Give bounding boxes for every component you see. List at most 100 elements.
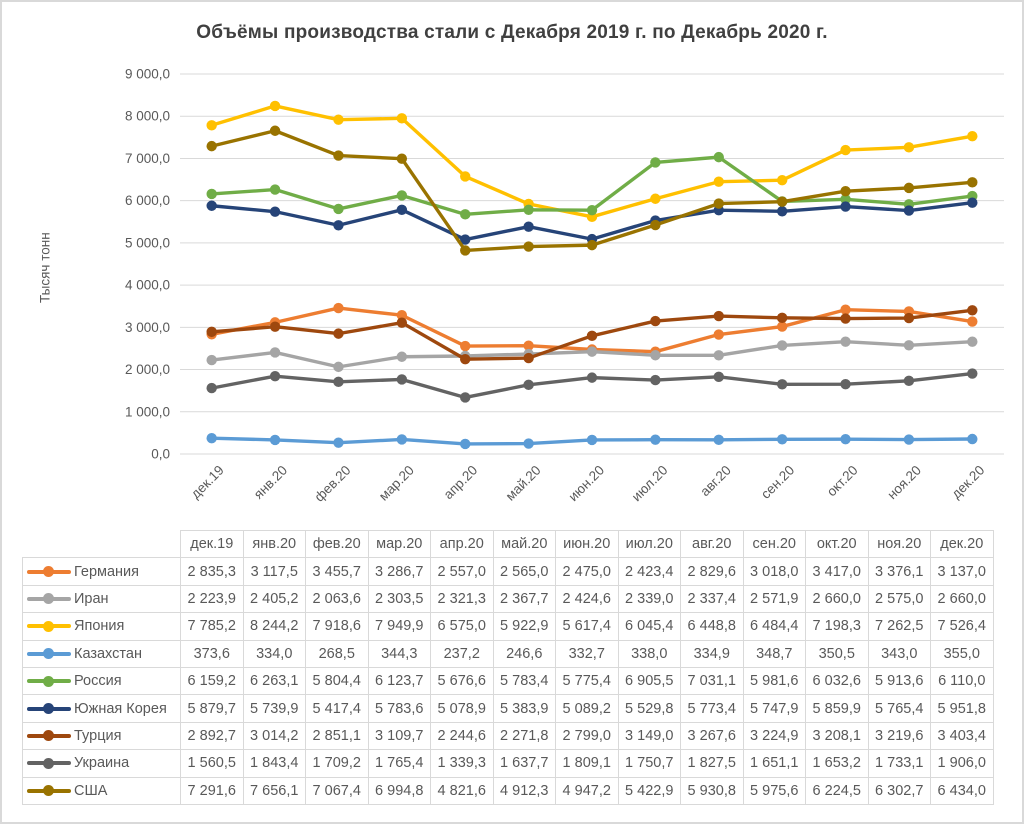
series-marker — [776, 196, 788, 207]
series-marker — [967, 433, 978, 445]
value-cell: 7 918,6 — [305, 612, 369, 641]
value-cell: 6 905,5 — [617, 666, 681, 696]
series-marker — [967, 336, 978, 347]
value-cell: 2 339,0 — [617, 584, 681, 614]
value-cell: 334,9 — [680, 639, 744, 668]
series-name-label: Германия — [74, 563, 140, 580]
series-name-label: Россия — [74, 673, 122, 690]
series-marker — [523, 438, 534, 449]
month-header-cell: июл.20 — [617, 529, 681, 559]
series-marker — [206, 188, 217, 200]
value-cell: 3 117,5 — [242, 557, 306, 586]
series-name-cell: Украина — [22, 749, 181, 778]
series-name-label: Казахстан — [74, 645, 142, 662]
value-cell: 7 031,1 — [680, 666, 744, 696]
value-cell: 3 286,7 — [367, 557, 431, 586]
series-marker — [776, 175, 788, 186]
series-marker — [396, 204, 408, 216]
table-row: Германия 2 835,3 3 117,5 3 455,7 3 286,7 2 55… — [22, 557, 994, 586]
value-cell: 2 565,0 — [492, 557, 556, 586]
value-cell: 3 149,0 — [617, 721, 681, 751]
series-marker — [713, 151, 724, 163]
value-cell: 2 303,5 — [367, 584, 431, 614]
series-name-label: Иран — [74, 590, 109, 607]
x-tick-label: фев.20 — [311, 463, 353, 505]
x-tick-label: окт.20 — [824, 463, 861, 500]
series-marker — [903, 340, 915, 351]
value-cell: 6 484,4 — [742, 612, 806, 641]
series-marker — [776, 321, 788, 332]
value-cell: 1 765,4 — [367, 749, 431, 778]
value-cell: 2 244,6 — [430, 721, 494, 751]
value-cell: 5 739,9 — [242, 694, 306, 723]
value-cell: 5 773,4 — [680, 694, 744, 723]
series-marker — [269, 100, 281, 112]
value-cell: 2 892,7 — [180, 721, 244, 751]
series-marker — [333, 150, 344, 161]
series-marker — [776, 312, 788, 324]
series-marker — [460, 209, 471, 220]
series-marker — [586, 330, 598, 342]
legend-key-icon — [26, 593, 72, 605]
value-cell: 3 403,4 — [930, 721, 994, 751]
series-name-cell: Казахстан — [22, 639, 181, 668]
value-cell: 2 571,9 — [742, 584, 806, 614]
value-cell: 5 975,6 — [742, 776, 806, 805]
value-cell: 5 529,8 — [617, 694, 681, 723]
series-name-label: Южная Корея — [74, 700, 167, 717]
value-cell: 1 637,7 — [492, 749, 556, 778]
value-cell: 334,0 — [242, 639, 306, 668]
series-marker — [460, 392, 471, 403]
value-cell: 2 835,3 — [180, 557, 244, 586]
value-cell: 2 337,4 — [680, 584, 744, 614]
series-marker — [333, 302, 344, 314]
series-marker — [713, 434, 724, 446]
value-cell: 5 951,8 — [930, 694, 994, 723]
value-cell: 7 262,5 — [867, 612, 931, 641]
value-cell: 350,5 — [805, 639, 869, 668]
x-tick-label: янв.20 — [251, 463, 290, 502]
series-marker — [840, 304, 851, 315]
value-cell: 7 067,4 — [305, 776, 369, 805]
value-cell: 2 424,6 — [555, 584, 619, 614]
legend-key-icon — [26, 703, 72, 715]
series-name-label: Япония — [74, 618, 125, 635]
value-cell: 5 879,7 — [180, 694, 244, 723]
table-row: Турция 2 892,7 3 014,2 2 851,1 3 109,7 2 244,… — [22, 721, 994, 751]
series-marker — [586, 204, 598, 216]
value-cell: 5 422,9 — [617, 776, 681, 805]
series-name-label: Украина — [74, 755, 130, 772]
value-cell: 6 302,7 — [867, 776, 931, 805]
value-cell: 6 045,4 — [617, 612, 681, 641]
value-cell: 2 367,7 — [492, 584, 556, 614]
y-tick-label: 1 000,0 — [125, 404, 170, 419]
month-header-cell: апр.20 — [430, 529, 494, 559]
legend-key-icon — [26, 620, 72, 632]
value-cell: 2 829,6 — [680, 557, 744, 586]
series-marker — [713, 350, 724, 361]
value-cell: 246,6 — [492, 639, 556, 668]
series-marker — [967, 177, 978, 188]
series-marker — [967, 368, 978, 379]
table-row: Россия 6 159,2 6 263,1 5 804,4 6 123,7 5 676,… — [22, 666, 994, 696]
series-name-cell: Турция — [22, 721, 181, 751]
data-table: дек.19 янв.20 фев.20 мар.20 апр.20 май.20 июн.… — [22, 529, 994, 805]
value-cell: 5 676,6 — [430, 666, 494, 696]
series-marker — [840, 434, 851, 445]
series-name-label: США — [74, 782, 108, 799]
series-marker — [460, 245, 471, 256]
series-marker — [713, 371, 724, 383]
y-tick-label: 6 000,0 — [125, 193, 170, 208]
series-name-label: Турция — [74, 727, 122, 744]
value-cell: 2 660,0 — [930, 584, 994, 614]
series-name-cell: Россия — [22, 666, 181, 696]
series-name-cell: США — [22, 776, 181, 805]
series-name-cell: Япония — [22, 612, 181, 641]
month-header-cell: ноя.20 — [867, 529, 931, 559]
series-marker — [713, 329, 724, 340]
table-row: США 7 291,6 7 656,1 7 067,4 6 994,8 4 821,6 4 … — [22, 776, 994, 805]
series-marker — [333, 114, 344, 125]
value-cell: 2 851,1 — [305, 721, 369, 751]
value-cell: 7 949,9 — [367, 612, 431, 641]
value-cell: 2 475,0 — [555, 557, 619, 586]
